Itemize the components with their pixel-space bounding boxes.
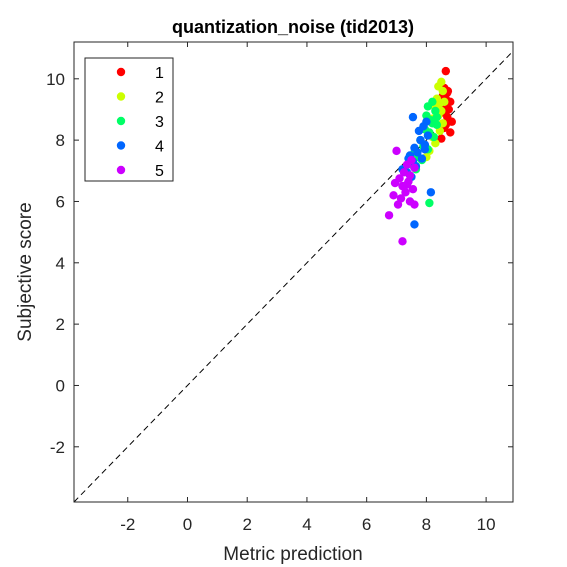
x-tick-label: 2 bbox=[242, 515, 251, 534]
legend-label-2: 2 bbox=[155, 90, 164, 107]
y-tick-label: 10 bbox=[46, 70, 65, 89]
data-point bbox=[390, 178, 400, 188]
y-tick-label: 0 bbox=[56, 376, 65, 395]
data-point bbox=[423, 102, 433, 111]
legend-label-4: 4 bbox=[155, 139, 164, 156]
data-point bbox=[423, 131, 433, 140]
data-point bbox=[389, 191, 398, 200]
data-point bbox=[440, 97, 449, 107]
legend-marker-2 bbox=[116, 92, 126, 101]
data-point bbox=[417, 154, 427, 163]
data-point bbox=[426, 188, 436, 197]
legend-marker-3 bbox=[116, 116, 126, 126]
legend-label-1: 1 bbox=[155, 65, 164, 82]
data-point bbox=[402, 180, 412, 189]
data-point bbox=[408, 112, 418, 122]
y-tick-label: 6 bbox=[56, 192, 65, 211]
data-point bbox=[410, 200, 419, 209]
legend: 1 2 3 4 5 bbox=[84, 57, 174, 182]
legend-marker-1 bbox=[116, 67, 126, 77]
legend-label-5: 5 bbox=[155, 163, 164, 180]
data-point bbox=[425, 198, 434, 208]
x-tick-label: 8 bbox=[422, 515, 431, 534]
data-point bbox=[446, 97, 455, 107]
data-point bbox=[420, 145, 430, 154]
data-point bbox=[408, 185, 418, 194]
data-point bbox=[414, 126, 424, 136]
legend-marker-4 bbox=[116, 141, 126, 150]
legend-items: 1 2 3 4 5 bbox=[116, 65, 164, 180]
x-tick-label: 0 bbox=[183, 515, 192, 534]
data-point bbox=[401, 188, 410, 197]
data-point bbox=[432, 112, 442, 122]
data-point bbox=[392, 146, 401, 156]
y-tick-label: 4 bbox=[56, 254, 65, 273]
data-point bbox=[410, 220, 419, 229]
data-point bbox=[441, 66, 451, 76]
x-tick-label: -2 bbox=[120, 515, 135, 534]
data-point bbox=[410, 163, 419, 172]
legend-box bbox=[84, 57, 174, 182]
x-tick-label: 10 bbox=[477, 515, 496, 534]
data-point bbox=[398, 237, 407, 246]
data-point bbox=[393, 200, 403, 209]
data-point bbox=[402, 160, 412, 169]
y-tick-labels: -2 0 2 4 6 8 10 bbox=[46, 70, 65, 457]
x-tick-label: 6 bbox=[362, 515, 371, 534]
x-axis-title: Metric prediction bbox=[223, 544, 362, 565]
chart-title: quantization_noise (tid2013) bbox=[172, 17, 414, 37]
data-point bbox=[384, 211, 394, 220]
data-point bbox=[413, 148, 422, 157]
ticks-layer bbox=[74, 42, 513, 502]
x-tick-labels: -2 0 2 4 6 8 10 bbox=[120, 515, 495, 534]
data-points-layer bbox=[384, 66, 456, 246]
y-tick-label: 8 bbox=[56, 131, 65, 150]
y-tick-label: -2 bbox=[50, 438, 65, 457]
legend-label-3: 3 bbox=[155, 114, 164, 131]
series-5 bbox=[384, 146, 419, 246]
plot-frame bbox=[73, 41, 514, 503]
y-tick-label: 2 bbox=[56, 315, 65, 334]
data-point bbox=[446, 128, 455, 137]
legend-marker-5 bbox=[116, 165, 126, 175]
data-point bbox=[438, 86, 448, 96]
data-point bbox=[437, 134, 446, 143]
y-axis-title: Subjective score bbox=[15, 202, 36, 341]
x-tick-label: 4 bbox=[302, 515, 311, 534]
